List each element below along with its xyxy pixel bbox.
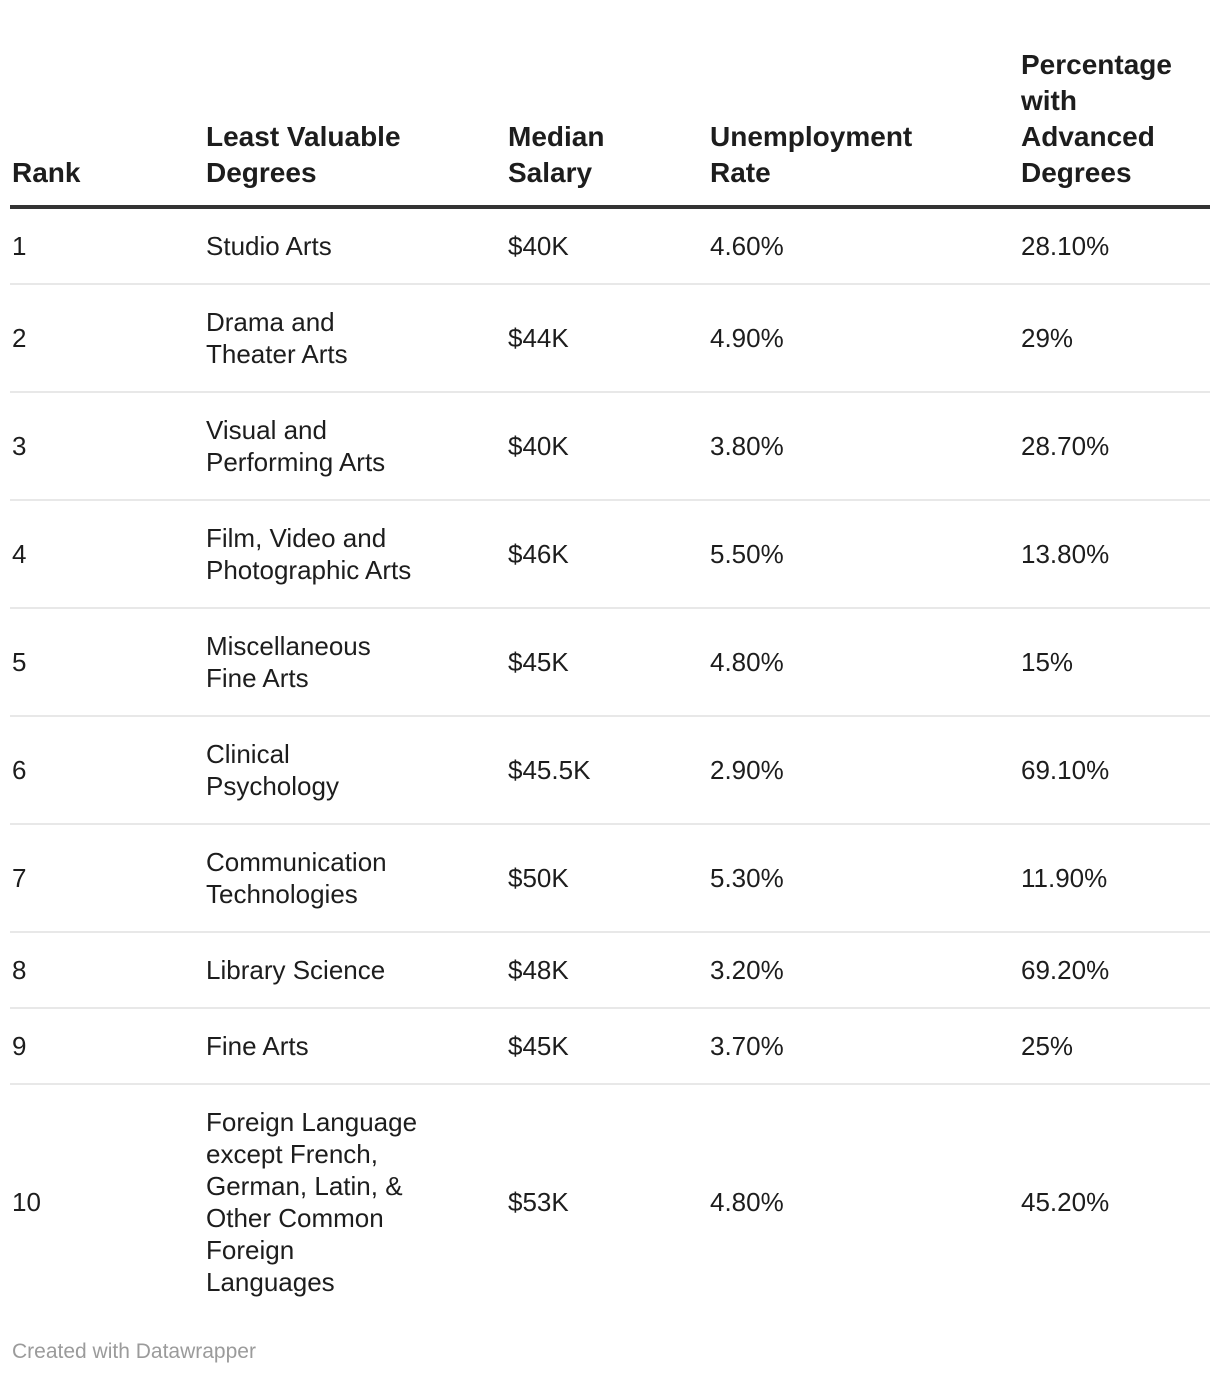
cell-advanced-degrees: 28.70% — [1021, 392, 1210, 501]
col-header-rank: Rank — [10, 0, 206, 209]
cell-median-salary: $45.5K — [508, 716, 710, 825]
cell-advanced-degrees: 45.20% — [1021, 1187, 1110, 1217]
header-row: Rank Least Valuable Degrees Median Salar… — [10, 0, 1210, 209]
cell-median-salary: $50K — [508, 824, 710, 933]
cell-rank: 6 — [10, 716, 206, 825]
cell-advanced-degrees: 28.10% — [1021, 207, 1210, 285]
table-row: 5 Miscellaneous Fine Arts $45K 4.80% 15% — [10, 608, 1210, 717]
col-header-advanced-degrees: Percentage with Advanced Degrees — [1021, 0, 1210, 209]
col-header-unemployment-rate: Unemployment Rate — [710, 0, 1021, 209]
cell-degree-name: Visual and Performing Arts — [206, 392, 508, 501]
cell-unemployment-rate: 4.90% — [710, 284, 1021, 393]
cell-unemployment-rate: 5.50% — [710, 500, 1021, 609]
col-header-degrees: Least Valuable Degrees — [206, 0, 508, 209]
cell-median-salary: $53K — [508, 1187, 569, 1217]
cell-degree-name: Communication Technologies — [206, 824, 508, 933]
cell-rank: 4 — [10, 500, 206, 609]
table-row: 3 Visual and Performing Arts $40K 3.80% … — [10, 392, 1210, 501]
cell-advanced-degrees: 13.80% — [1021, 500, 1210, 609]
cell-rank: 8 — [10, 932, 206, 1009]
col-header-median-salary: Median Salary — [508, 0, 710, 209]
cell-rank: 3 — [10, 392, 206, 501]
table-row: 4 Film, Video and Photographic Arts $46K… — [10, 500, 1210, 609]
table-row: 9 Fine Arts $45K 3.70% 25% — [10, 1008, 1210, 1085]
cell-unemployment-rate: 3.20% — [710, 932, 1021, 1009]
cell-median-salary: $45K — [508, 608, 710, 717]
cell-degree-name: Film, Video and Photographic Arts — [206, 500, 508, 609]
cell-unemployment-rate: 3.80% — [710, 392, 1021, 501]
cell-rank: 5 — [10, 608, 206, 717]
datawrapper-credit-link[interactable]: Created with Datawrapper — [12, 1340, 256, 1363]
table-row: 10 Foreign Language except French, Germa… — [10, 1084, 1210, 1319]
cell-degree-name: Clinical Psychology — [206, 716, 508, 825]
cell-median-salary: $48K — [508, 932, 710, 1009]
cell-degree-name: Studio Arts — [206, 207, 508, 285]
cell-degree-name: Drama and Theater Arts — [206, 284, 508, 393]
table-row: 6 Clinical Psychology $45.5K 2.90% 69.10… — [10, 716, 1210, 825]
cell-median-salary: $45K — [508, 1008, 710, 1085]
cell-degree-name: Foreign Language except French, German, … — [206, 1107, 418, 1297]
cell-advanced-degrees: 69.10% — [1021, 716, 1210, 825]
cell-unemployment-rate: 3.70% — [710, 1008, 1021, 1085]
cell-median-salary: $40K — [508, 207, 710, 285]
table-row: 8 Library Science $48K 3.20% 69.20% — [10, 932, 1210, 1009]
cell-advanced-degrees: 69.20% — [1021, 932, 1210, 1009]
cell-degree-name: Fine Arts — [206, 1008, 508, 1085]
cell-advanced-degrees: 29% — [1021, 284, 1210, 393]
cell-degree-name: Library Science — [206, 932, 508, 1009]
cell-rank: 7 — [10, 824, 206, 933]
table-row: 2 Drama and Theater Arts $44K 4.90% 29% — [10, 284, 1210, 393]
least-valuable-degrees-table: Rank Least Valuable Degrees Median Salar… — [10, 0, 1210, 1319]
cell-rank: 10 — [12, 1187, 41, 1217]
table-row: 1 Studio Arts $40K 4.60% 28.10% — [10, 207, 1210, 285]
table-header: Rank Least Valuable Degrees Median Salar… — [10, 0, 1210, 209]
cell-rank: 1 — [10, 207, 206, 285]
cell-unemployment-rate: 4.80% — [710, 608, 1021, 717]
cell-median-salary: $40K — [508, 392, 710, 501]
cell-rank: 9 — [10, 1008, 206, 1085]
cell-advanced-degrees: 25% — [1021, 1008, 1210, 1085]
cell-advanced-degrees: 15% — [1021, 608, 1210, 717]
table-row: 7 Communication Technologies $50K 5.30% … — [10, 824, 1210, 933]
cell-median-salary: $46K — [508, 500, 710, 609]
cell-unemployment-rate: 4.60% — [710, 207, 1021, 285]
table-body: 1 Studio Arts $40K 4.60% 28.10% 2 Drama … — [10, 207, 1210, 1319]
cell-median-salary: $44K — [508, 284, 710, 393]
cell-advanced-degrees: 11.90% — [1021, 824, 1210, 933]
cell-unemployment-rate: 4.80% — [710, 1187, 784, 1217]
cell-rank: 2 — [10, 284, 206, 393]
cell-unemployment-rate: 2.90% — [710, 716, 1021, 825]
cell-degree-name: Miscellaneous Fine Arts — [206, 608, 508, 717]
cell-unemployment-rate: 5.30% — [710, 824, 1021, 933]
